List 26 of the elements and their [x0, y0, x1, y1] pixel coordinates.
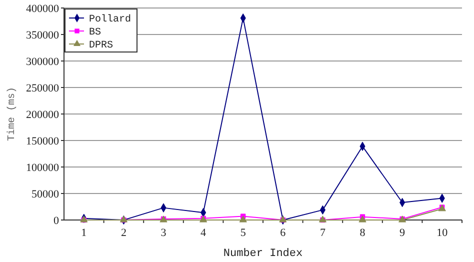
x-tick-label: 5: [240, 227, 246, 239]
y-tick-label: 400000: [26, 2, 60, 15]
x-tick-label: 10: [436, 227, 448, 239]
y-tick-label: 300000: [26, 56, 60, 68]
legend-label: DPRS: [89, 40, 114, 52]
x-tick-label: 9: [400, 227, 406, 239]
legend-label: Pollard: [89, 14, 132, 26]
y-axis-title: Time (ms): [6, 86, 18, 142]
y-tick-label: 250000: [26, 82, 60, 94]
x-tick-label: 4: [200, 227, 207, 239]
x-tick-label: 2: [120, 227, 126, 239]
x-axis-title: Number Index: [223, 248, 303, 260]
y-tick-label: 350000: [26, 29, 60, 42]
x-tick-label: 8: [360, 227, 366, 239]
y-tick-label: 150000: [26, 135, 60, 148]
y-tick-label: 200000: [26, 108, 60, 121]
x-tick-label: 1: [81, 227, 87, 239]
y-tick-label: 0: [54, 214, 60, 227]
point: [239, 216, 247, 222]
point: [358, 216, 366, 222]
x-tick-label: 7: [320, 227, 326, 239]
x-tick-label: 6: [280, 227, 286, 239]
x-tick-label: 3: [160, 227, 167, 239]
y-tick-label: 100000: [26, 162, 60, 174]
legend-label: BS: [89, 28, 102, 38]
y-tick-label: 50000: [32, 188, 60, 200]
